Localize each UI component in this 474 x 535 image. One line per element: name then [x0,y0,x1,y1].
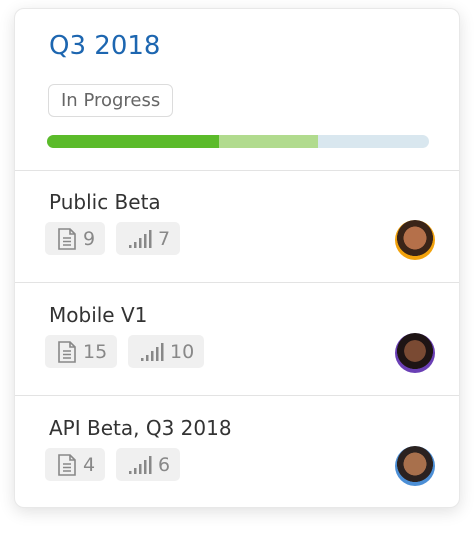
documents-badge: 4 [45,448,106,481]
documents-badge: 9 [45,222,106,255]
avatar[interactable] [395,220,435,260]
doc-icon [58,227,76,250]
stats-badge: 7 [116,222,181,255]
milestone-card: Q3 2018 In Progress Public Beta 9 7 Mobile … [14,8,460,508]
progress-in-progress [218,135,319,148]
stats-count: 6 [158,453,171,476]
stats-count: 7 [158,227,171,250]
documents-count: 15 [83,340,108,363]
doc-icon [58,453,76,476]
stats-badge: 6 [116,448,181,481]
title[interactable]: Q3 2018 [49,31,161,61]
stats-icon [129,455,152,474]
progress-done [47,135,219,148]
documents-count: 9 [83,227,96,250]
doc-icon [58,340,76,363]
documents-count: 4 [83,453,96,476]
item-name: Mobile V1 [49,303,148,327]
item-name: API Beta, Q3 2018 [49,416,232,440]
avatar[interactable] [395,446,435,486]
card-header: Q3 2018 In Progress [15,9,459,171]
item-name: Public Beta [49,190,161,214]
avatar[interactable] [395,333,435,373]
milestone-row[interactable]: Mobile V1 15 10 [15,283,459,396]
status-pill: In Progress [48,84,174,117]
stats-badge: 10 [128,335,205,368]
progress-bar [47,135,429,148]
stats-count: 10 [170,340,195,363]
milestone-row[interactable]: API Beta, Q3 2018 4 6 [15,396,459,507]
stats-icon [141,342,164,361]
milestone-row[interactable]: Public Beta 9 7 [15,170,459,283]
documents-badge: 15 [45,335,118,368]
stats-icon [129,229,152,248]
